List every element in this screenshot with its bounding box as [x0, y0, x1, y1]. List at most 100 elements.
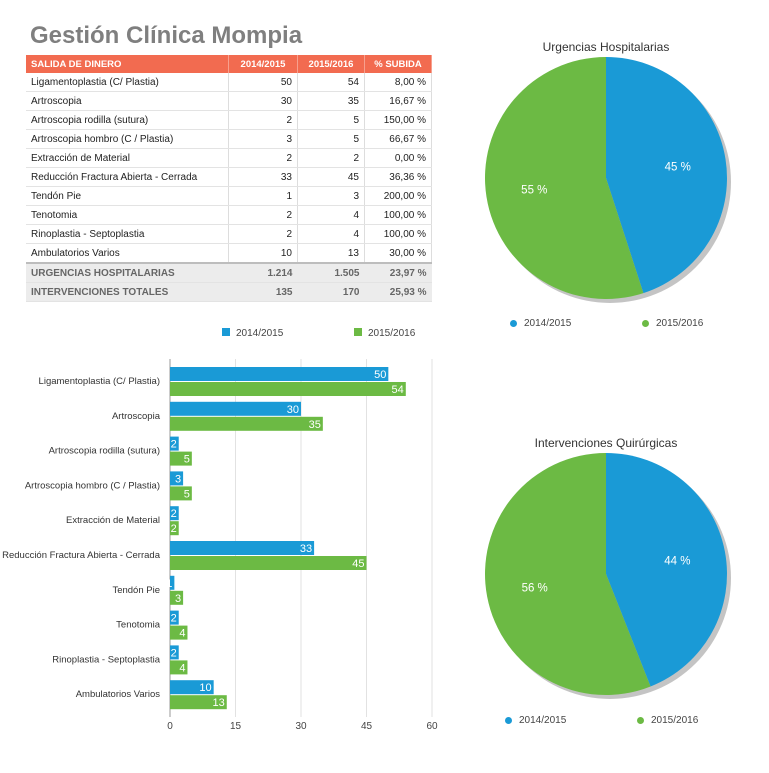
row-label: Tendón Pie: [26, 186, 229, 206]
bar-value-label: 45: [352, 558, 364, 570]
bar-2014: [170, 436, 179, 451]
row-value: 10: [228, 243, 298, 264]
bar-2015: [170, 451, 192, 466]
legend-swatch-green: [637, 716, 644, 724]
bar-2015: [170, 521, 179, 536]
pie-value-label: 55 %: [521, 184, 547, 196]
bar-2014: [170, 471, 184, 486]
bar-value-label: 2: [171, 523, 177, 535]
bar-2015: [170, 556, 367, 570]
row-value: 45: [297, 167, 365, 187]
row-value: 33: [228, 167, 298, 187]
legend-swatch-green: [642, 319, 649, 327]
bar-2015: [170, 625, 188, 640]
legend-swatch: [354, 328, 362, 336]
x-tick-label: 0: [167, 721, 173, 732]
bar-2014: [170, 645, 179, 660]
row-value: 0,00 %: [364, 148, 432, 168]
total-value: 23,97 %: [364, 262, 432, 283]
header-2015: 2015/2016: [297, 55, 365, 73]
table-row: Ligamentoplastia (C/ Plastia) 50 54 8,00 %: [26, 73, 432, 92]
table-row: Tenotomia 2 4 100,00 %: [26, 205, 432, 225]
bar-2015: [170, 660, 188, 675]
bar-2015: [170, 590, 184, 605]
bar-value-label: 1: [166, 578, 172, 590]
row-value: 30: [228, 91, 298, 111]
total-row: INTERVENCIONES TOTALES 135 170 25,93 %: [26, 282, 432, 302]
row-value: 3: [297, 186, 365, 206]
row-value: 50: [228, 73, 298, 92]
legend-label: 2015/2016: [656, 318, 704, 329]
bar-2015: [170, 382, 406, 396]
total-value: 135: [228, 282, 298, 302]
x-tick-label: 60: [426, 721, 438, 732]
row-label: Extracción de Material: [26, 148, 229, 168]
bar-2014: [170, 401, 301, 416]
table-row: Extracción de Material 2 2 0,00 %: [26, 148, 432, 168]
row-label: Artroscopia rodilla (sutura): [26, 110, 229, 130]
row-value: 4: [297, 205, 365, 225]
table-header-row: SALIDA DE DINERO 2014/2015 2015/2016 % S…: [26, 55, 432, 73]
bar-value-label: 35: [309, 419, 321, 431]
legend-item: 2015/2016: [642, 318, 703, 329]
bar-value-label: 2: [171, 647, 177, 659]
bar-2014: [170, 610, 179, 625]
table-row: Tendón Pie 1 3 200,00 %: [26, 186, 432, 206]
bar-value-label: 4: [179, 628, 185, 640]
row-value: 16,67 %: [364, 91, 432, 111]
bar-2014: [170, 506, 179, 521]
table-row: Artroscopia rodilla (sutura) 2 5 150,00 %: [26, 110, 432, 130]
bar-value-label: 5: [184, 488, 190, 500]
bar-2015: [170, 695, 227, 710]
row-label: Ambulatorios Varios: [26, 243, 229, 264]
row-value: 2: [228, 148, 298, 168]
x-tick-label: 30: [295, 721, 307, 732]
pie-value-label: 45 %: [665, 162, 691, 174]
row-label: Ligamentoplastia (C/ Plastia): [26, 73, 229, 92]
table-row: Ambulatorios Varios 10 13 30,00 %: [26, 243, 432, 264]
total-label: URGENCIAS HOSPITALARIAS: [26, 262, 229, 283]
row-value: 2: [297, 148, 365, 168]
bar-value-label: 2: [171, 439, 177, 451]
category-label: Tendón Pie: [112, 585, 160, 596]
total-value: 25,93 %: [364, 282, 432, 302]
table-row: Reducción Fractura Abierta - Cerrada 33 45…: [26, 167, 432, 187]
header-2014: 2014/2015: [228, 55, 298, 73]
category-label: Artroscopia rodilla (sutura): [49, 446, 160, 457]
bar-value-label: 33: [300, 543, 312, 555]
row-value: 2: [228, 205, 298, 225]
bar-value-label: 5: [184, 454, 190, 466]
header-category: SALIDA DE DINERO: [26, 55, 229, 73]
bar-value-label: 30: [287, 404, 299, 416]
category-label: Ligamentoplastia (C/ Plastia): [39, 376, 160, 387]
bar-2014: [170, 367, 389, 381]
legend-label: 2014/2015: [524, 318, 572, 329]
header-increase: % SUBIDA: [364, 55, 432, 73]
bar-value-label: 2: [171, 508, 177, 520]
bar-2014: [170, 541, 315, 555]
row-value: 36,36 %: [364, 167, 432, 187]
pie-slice-2014: [606, 453, 727, 687]
row-value: 1: [228, 186, 298, 206]
legend-swatch-blue: [510, 319, 517, 327]
legend-item: 2014/2015: [510, 318, 571, 329]
legend-label: 2014/2015: [519, 715, 567, 726]
row-label: Tenotomia: [26, 205, 229, 225]
bar-value-label: 54: [392, 384, 404, 396]
row-value: 5: [297, 110, 365, 130]
row-label: Artroscopia hombro (C / Plastia): [26, 129, 229, 149]
row-value: 100,00 %: [364, 224, 432, 244]
category-label: Artroscopia hombro (C / Plastia): [25, 480, 160, 491]
category-label: Extracción de Material: [66, 515, 160, 526]
legend-swatch: [222, 328, 230, 336]
row-value: 13: [297, 243, 365, 264]
bar-value-label: 3: [175, 473, 181, 485]
legend-item: 2015/2016: [637, 715, 698, 726]
legend-label: 2014/2015: [236, 328, 284, 339]
category-label: Rinoplastia - Septoplastia: [52, 654, 160, 665]
cost-table: SALIDA DE DINERO 2014/2015 2015/2016 % S…: [26, 55, 432, 302]
pie-slice-2015: [485, 453, 651, 695]
row-value: 4: [297, 224, 365, 244]
row-label: Rinoplastia - Septoplastia: [26, 224, 229, 244]
